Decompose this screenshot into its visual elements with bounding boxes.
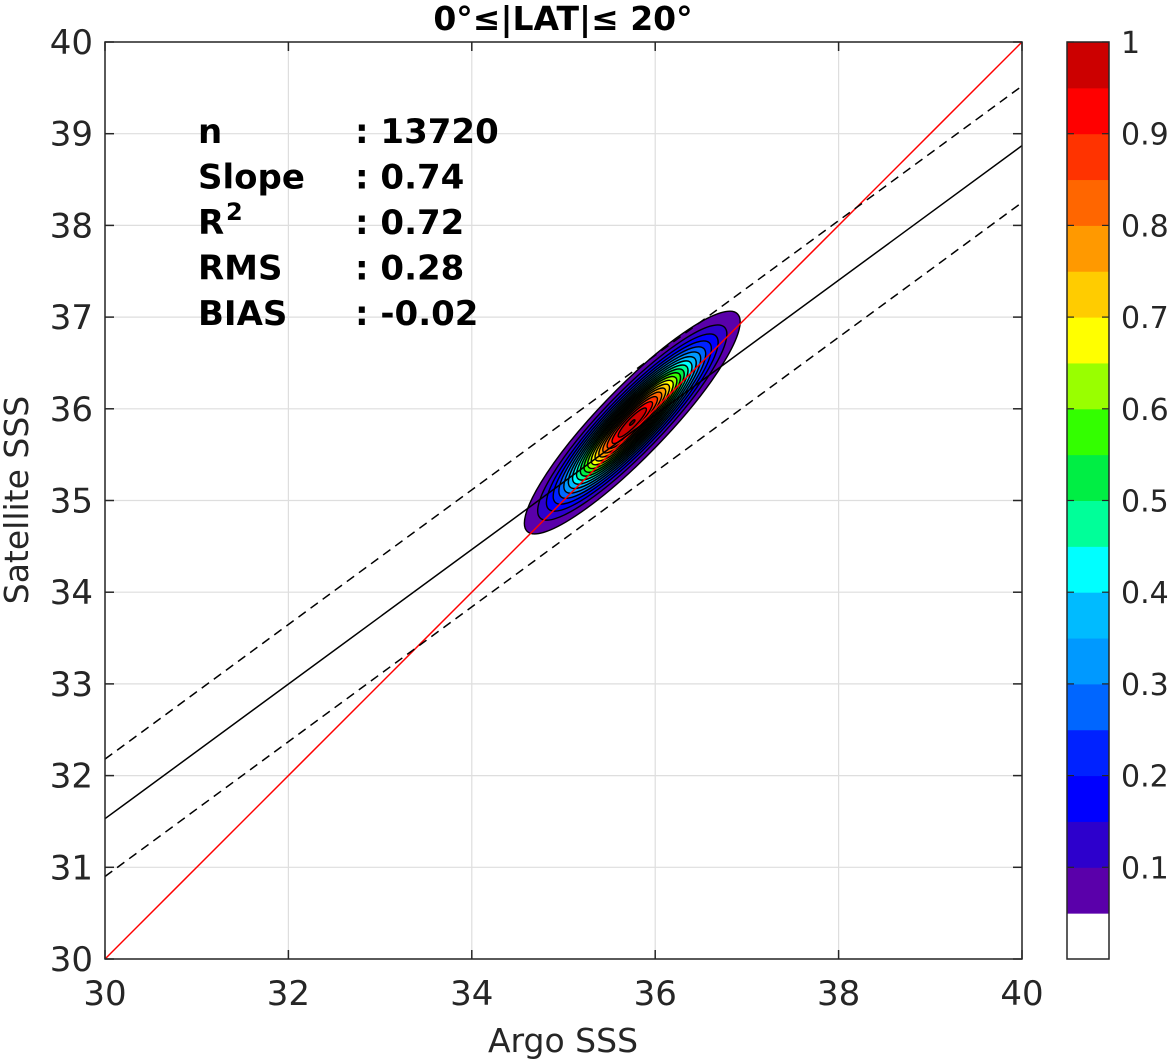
grid-lines [104,41,1023,960]
colorbar-band [1067,362,1109,410]
colorbar-tick-label: 0.6 [1121,393,1169,428]
x-tick-label: 40 [1000,974,1043,1014]
stat-key: n [198,112,222,152]
colorbar-band [1067,500,1109,547]
x-tick-label: 38 [817,974,860,1014]
regression-line [105,145,1022,820]
colorbar-band [1067,179,1109,226]
y-tick-label: 35 [50,482,93,522]
regression-upper-line [105,85,1022,760]
colorbar-band [1067,546,1109,593]
y-tick-label: 32 [50,757,93,797]
y-tick-label: 30 [50,940,93,980]
y-tick-label: 31 [50,848,93,888]
chart-title: 0°≤|LAT|≤ 20° [433,0,692,38]
colorbar-band [1067,775,1109,822]
colorbar-band [1067,87,1109,135]
stat-key: Slope [198,158,305,198]
colorbar-band [1067,592,1109,639]
colorbar-band [1067,408,1109,456]
colorbar-band [1067,683,1109,731]
colorbar-tick-label: 0.3 [1121,668,1169,703]
stat-value: : 0.74 [355,158,464,198]
stats-annotation: n : 13720 Slope : 0.74 R 2 : 0.72 RMS : 0.28 BIAS… [198,112,499,334]
y-axis-label: Satellite SSS [0,396,36,605]
colorbar: 0.1 0.2 0.3 0.4 0.5 0.6 0.7 0.8 0.9 1 [1066,26,1169,960]
y-tick-label: 34 [50,573,93,613]
stat-key-superscript: 2 [226,198,243,226]
one-to-one-line [105,42,1022,959]
x-axis-label: Argo SSS [488,1021,638,1060]
colorbar-band [1067,867,1109,914]
density-contours [523,310,741,535]
stat-value: : -0.02 [355,294,478,334]
stat-value: : 0.72 [355,203,464,243]
colorbar-tick-label: 0.2 [1121,760,1169,795]
stat-key: R [198,203,224,243]
colorbar-band [1067,913,1109,960]
colorbar-band [1067,271,1109,318]
colorbar-band [1067,729,1109,777]
colorbar-tick-label: 0.5 [1121,485,1169,520]
fit-lines [105,42,1022,959]
stat-value: : 13720 [355,112,499,152]
y-tick-label: 37 [50,298,93,338]
colorbar-tick-label: 0.9 [1121,118,1169,153]
axis-ticks: 30 32 34 36 38 40 30 31 32 33 34 35 36 37 38 39 40 [50,23,1044,1014]
colorbar-tick-label: 0.8 [1121,209,1169,244]
colorbar-band [1067,133,1109,181]
stat-key: BIAS [198,294,287,334]
stat-key: RMS [198,249,283,289]
y-tick-label: 39 [50,115,93,155]
colorbar-band [1067,42,1109,89]
y-tick-label: 38 [50,206,93,246]
regression-lower-line [105,201,1022,878]
y-tick-label: 36 [50,390,93,430]
colorbar-band [1067,638,1109,685]
colorbar-tick-label: 0.4 [1121,576,1169,611]
x-tick-label: 36 [634,974,677,1014]
density-contour-band [628,419,636,427]
stat-value: : 0.28 [355,249,464,289]
x-tick-label: 34 [450,974,493,1014]
colorbar-tick-label: 0.7 [1121,301,1169,336]
y-tick-label: 40 [50,23,93,63]
x-tick-label: 30 [83,974,126,1014]
colorbar-tick-label: 1 [1121,26,1140,61]
colorbar-tick-label: 0.1 [1121,851,1169,886]
colorbar-band [1067,317,1109,364]
y-tick-label: 33 [50,665,93,705]
x-tick-label: 32 [267,974,310,1014]
colorbar-band [1067,821,1109,868]
colorbar-band [1067,225,1109,272]
colorbar-band [1067,454,1109,501]
